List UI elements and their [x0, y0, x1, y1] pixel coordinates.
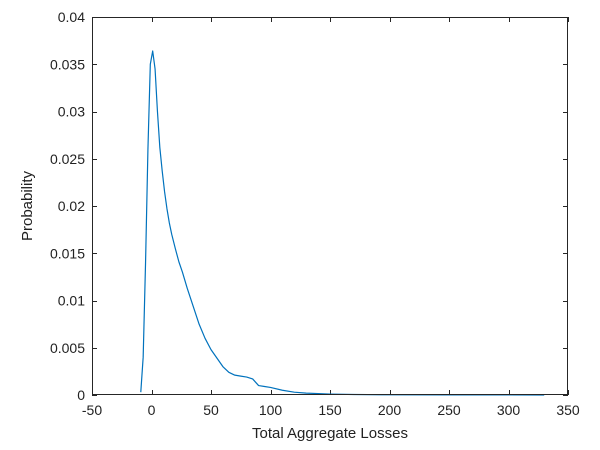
x-tick-label-1: 0	[148, 402, 156, 418]
x-tick-label-4: 150	[318, 402, 342, 418]
tick-labels: -50 0 50 100 150 200 250 300 35000.0050.010.0150…	[50, 9, 580, 418]
y-tick-label-5: 0.025	[50, 151, 85, 167]
x-tick-label-0: -50	[82, 402, 102, 418]
y-tick-label-1: 0.005	[50, 340, 85, 356]
series-group	[140, 50, 545, 396]
y-tick-label-2: 0.01	[58, 293, 85, 309]
plot-area	[92, 17, 568, 395]
series-line-0	[140, 50, 545, 396]
y-axis-label: Probability	[19, 170, 36, 241]
x-tick-label-6: 250	[437, 402, 461, 418]
y-tick-label-4: 0.02	[58, 198, 85, 214]
x-tick-label-3: 100	[259, 402, 283, 418]
x-tick-label-7: 300	[497, 402, 521, 418]
y-tick-label-6: 0.03	[58, 104, 85, 120]
x-tick-label-2: 50	[203, 402, 219, 418]
x-tick-label-5: 200	[378, 402, 402, 418]
x-tick-label-8: 350	[556, 402, 580, 418]
plot-frame	[92, 17, 568, 395]
x-axis-label: Total Aggregate Losses	[252, 425, 408, 442]
y-tick-label-7: 0.035	[50, 56, 85, 72]
y-tick-label-8: 0.04	[58, 9, 85, 25]
y-tick-label-0: 0	[77, 387, 85, 403]
y-tick-label-3: 0.015	[50, 245, 85, 261]
